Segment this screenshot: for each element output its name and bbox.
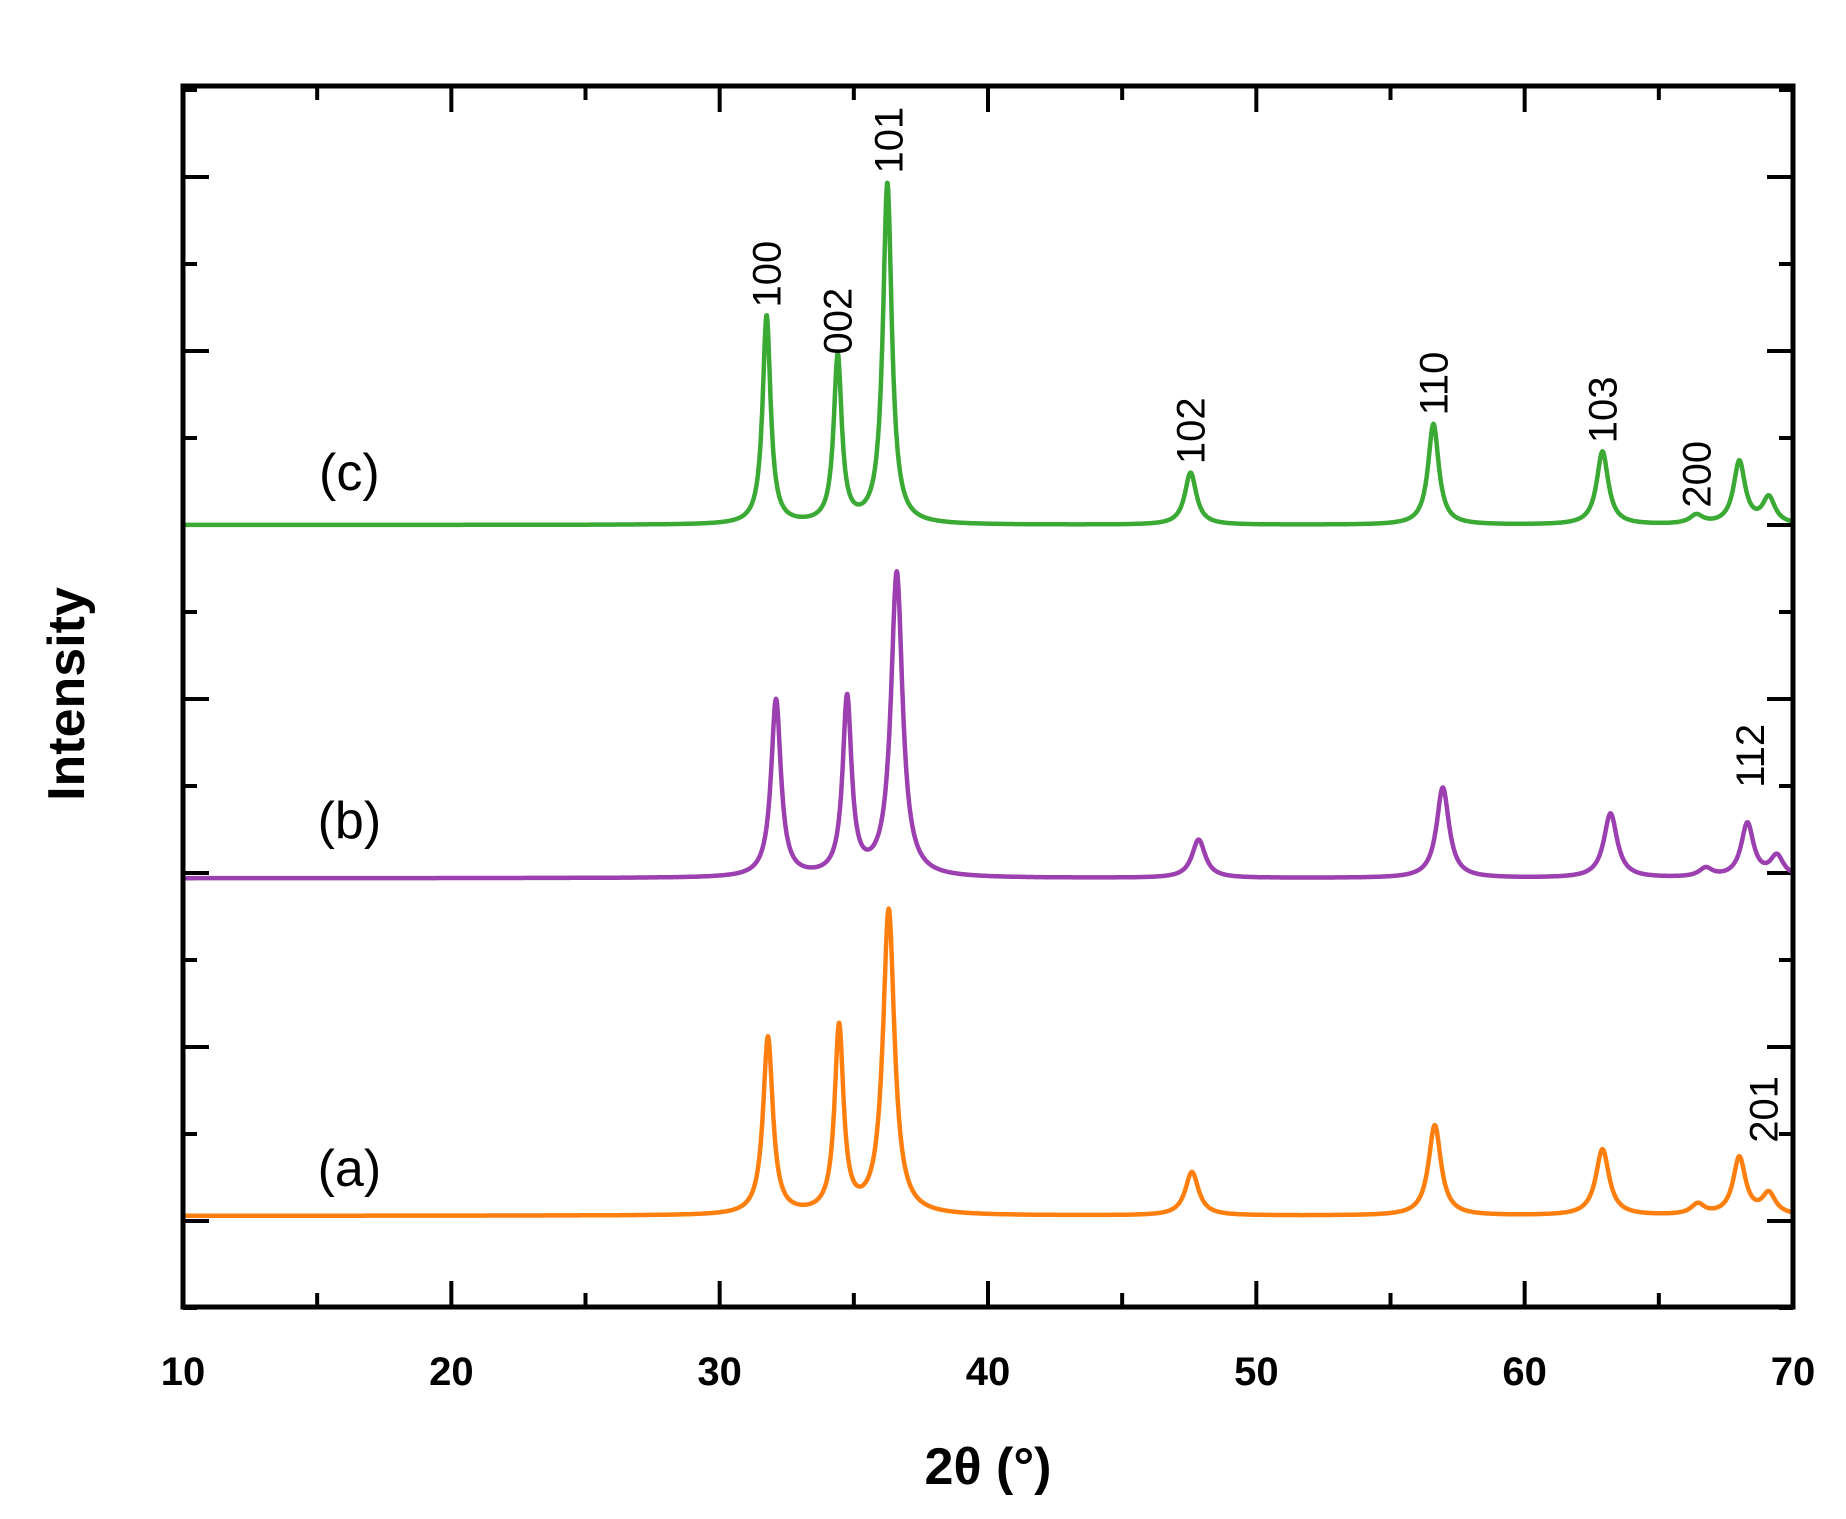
labels-layer: (a) (b) (c) 100 002 101 102 110 103 200 112 201 (318, 107, 1787, 1198)
peak-label: 112 (1729, 724, 1773, 788)
peak-label: 100 (746, 241, 790, 308)
series-line-2 (181, 180, 1795, 528)
plot-frame (180, 83, 1796, 1310)
x-tick-label: 60 (1502, 1350, 1547, 1394)
x-tick-label: 10 (161, 1350, 206, 1394)
y-axis-title: Intensity (38, 587, 96, 801)
ticks-layer: 10 20 30 40 50 60 70 (161, 86, 1816, 1394)
peak-label: 002 (817, 288, 861, 355)
x-tick-label: 30 (697, 1350, 742, 1394)
peak-label: 102 (1170, 397, 1214, 464)
series-label: (b) (318, 792, 382, 850)
x-tick-label: 50 (1234, 1350, 1279, 1394)
series-label: (a) (318, 1140, 382, 1198)
series-label: (c) (319, 444, 380, 502)
series-line-1 (181, 568, 1795, 881)
peak-label: 200 (1675, 441, 1719, 508)
x-axis-title: 2θ (°) (925, 1438, 1052, 1496)
peak-label: 103 (1582, 376, 1626, 443)
peak-label: 101 (868, 107, 912, 174)
x-tick-label: 20 (429, 1350, 474, 1394)
series-layer (181, 180, 1795, 1218)
series-line-0 (181, 906, 1795, 1218)
x-tick-label: 40 (966, 1350, 1011, 1394)
peak-label: 201 (1743, 1076, 1787, 1143)
peak-label: 110 (1412, 352, 1456, 416)
x-tick-label: 70 (1771, 1350, 1816, 1394)
